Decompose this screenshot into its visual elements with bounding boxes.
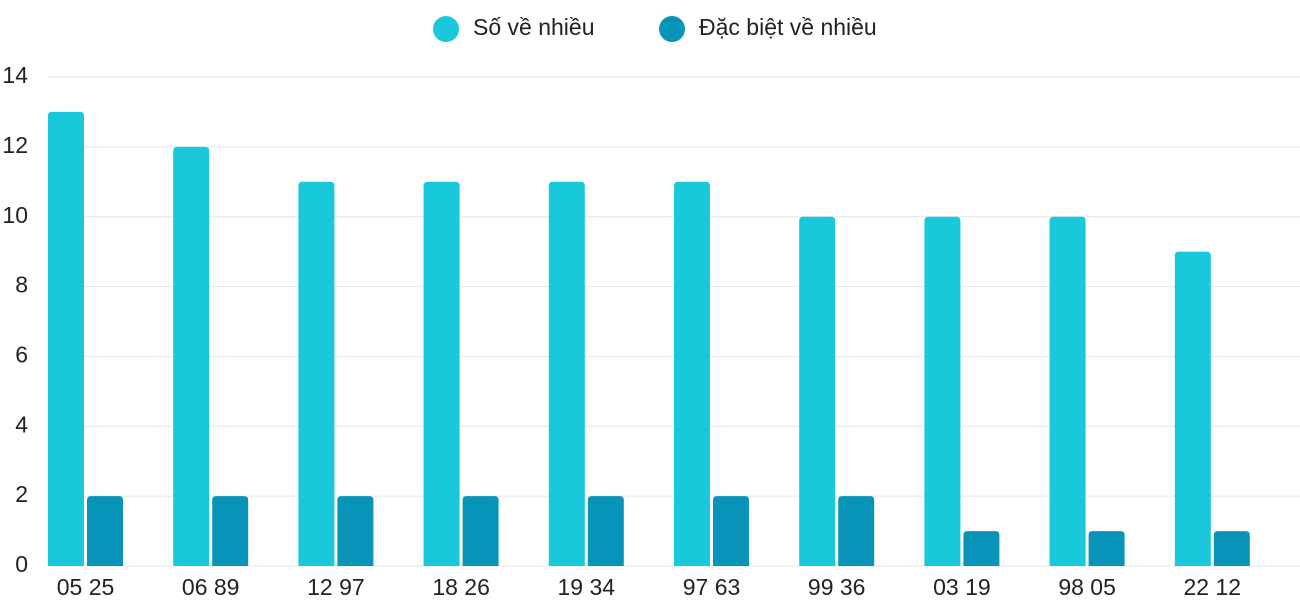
bar (799, 216, 836, 566)
bar (48, 111, 84, 566)
bar (298, 181, 335, 567)
bar (1088, 531, 1125, 566)
y-tick-label: 0 (15, 551, 28, 577)
bar (337, 496, 374, 566)
bar (87, 496, 123, 566)
bar (838, 496, 875, 566)
x-tick-label: 06 89 (182, 574, 240, 600)
y-tick-label: 12 (2, 132, 28, 158)
bar (462, 496, 499, 566)
bar (548, 181, 585, 567)
x-tick-label: 03 19 (933, 574, 991, 600)
x-tick-label: 18 26 (432, 574, 490, 600)
bar (963, 531, 1000, 566)
x-tick-label: 97 63 (683, 574, 741, 600)
bar (1049, 216, 1086, 566)
bar (173, 146, 210, 566)
y-tick-label: 6 (15, 342, 28, 368)
legend-swatch (659, 16, 685, 42)
legend-label: Đặc biệt về nhiều (699, 14, 877, 40)
legend-swatch (433, 16, 459, 42)
bar (587, 496, 624, 566)
x-tick-label: 12 97 (307, 574, 365, 600)
y-tick-label: 10 (2, 202, 28, 228)
bar (713, 496, 749, 566)
x-tick-label: 98 05 (1058, 574, 1116, 600)
y-tick-label: 14 (2, 62, 28, 88)
bar (1213, 531, 1250, 566)
y-tick-label: 2 (15, 481, 28, 507)
legend-label: Số về nhiều (473, 14, 594, 40)
bar (924, 216, 961, 566)
bar (423, 181, 460, 567)
bar (212, 496, 249, 566)
y-tick-label: 4 (15, 411, 28, 437)
bar (1174, 251, 1211, 566)
x-tick-label: 05 25 (57, 574, 115, 600)
y-tick-label: 8 (15, 272, 28, 298)
x-tick-label: 99 36 (808, 574, 866, 600)
x-tick-label: 19 34 (558, 574, 616, 600)
bar (674, 181, 710, 567)
x-tick-label: 22 12 (1184, 574, 1242, 600)
